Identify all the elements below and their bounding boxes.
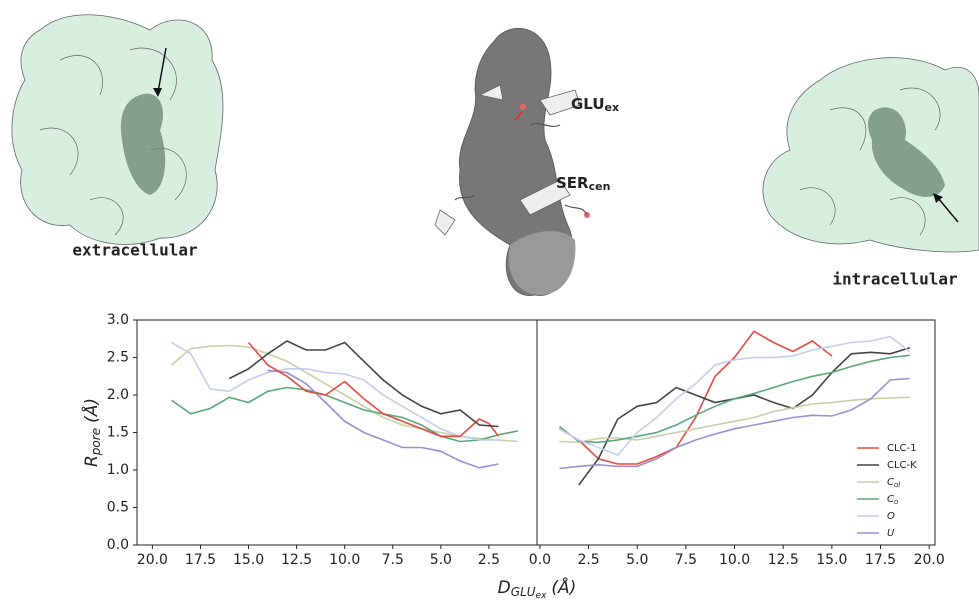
- x-tick-label: 2.5: [478, 552, 500, 568]
- x-tick-label: 2.5: [577, 552, 599, 568]
- label-unit: (Å): [551, 576, 576, 598]
- label-sub: GLU: [511, 585, 536, 599]
- line: [171, 341, 499, 441]
- label-sub: pore: [89, 428, 103, 456]
- y-tick-label: 2.5: [107, 350, 129, 366]
- legend-label: Col: [887, 477, 900, 489]
- panel-label: intracellular: [832, 270, 957, 289]
- line: [171, 344, 518, 443]
- line: [559, 335, 911, 456]
- y-tick-label: 2.0: [107, 387, 129, 403]
- y-tick-label: 1.5: [107, 425, 129, 441]
- residue-subscript: cen: [589, 180, 611, 193]
- residue-label: GLUex: [571, 95, 619, 115]
- legend-subscript: o: [894, 498, 898, 506]
- x-tick-label: 10.0: [329, 552, 360, 568]
- x-tick-label: 5.0: [430, 552, 452, 568]
- legend-label: O: [887, 511, 895, 522]
- legend-subscript: ol: [894, 481, 900, 489]
- line: [559, 396, 910, 444]
- y-tick-label: 1.0: [107, 462, 129, 478]
- x-tick-label: 15.0: [233, 552, 264, 568]
- label-unit: (Å): [80, 398, 102, 423]
- legend-name: O: [887, 511, 895, 522]
- y-axis-label: Rpore (Å): [80, 398, 103, 467]
- protein-extracellular: [11, 14, 224, 245]
- residue-subscript: ex: [605, 101, 620, 114]
- x-tick-label: 20.0: [914, 552, 945, 568]
- label-subsub: ex: [536, 591, 548, 601]
- panel-label: extracellular: [72, 241, 197, 260]
- legend-label: Co: [887, 494, 898, 506]
- line: [171, 386, 518, 443]
- y-tick-label: 0.5: [107, 500, 129, 516]
- x-tick-label: 12.5: [281, 552, 312, 568]
- x-tick-label: 15.0: [816, 552, 847, 568]
- line: [558, 354, 910, 444]
- residue-name: GLU: [571, 95, 605, 113]
- plot-frame: [136, 319, 936, 546]
- line: [267, 369, 499, 469]
- legend-label: U: [887, 528, 895, 539]
- x-tick-label: 0.0: [529, 552, 551, 568]
- x-tick-label: 7.5: [675, 552, 697, 568]
- line: [228, 340, 499, 428]
- legend-name: CLC-K: [887, 460, 917, 471]
- label-main: D: [498, 578, 511, 598]
- legend-name: U: [887, 528, 895, 539]
- residue-name: SER: [556, 174, 589, 192]
- residue-label: SERcen: [556, 174, 610, 194]
- x-tick-label: 10.0: [719, 552, 750, 568]
- pore-structure: [434, 27, 590, 296]
- x-tick-label: 20.0: [137, 552, 168, 568]
- x-tick-label: 7.5: [382, 552, 404, 568]
- x-tick-label: 17.5: [865, 552, 896, 568]
- protein-intracellular: [762, 57, 979, 253]
- line: [559, 330, 833, 465]
- x-tick-label: 5.0: [626, 552, 648, 568]
- x-axis-label: DGLUex (Å): [498, 576, 577, 601]
- x-tick-label: 12.5: [768, 552, 799, 568]
- legend-name: C: [887, 477, 894, 488]
- legend-name: C: [887, 494, 894, 505]
- x-tick-label: 17.5: [185, 552, 216, 568]
- legend-label: CLC-K: [887, 460, 917, 471]
- y-tick-label: 0.0: [107, 537, 129, 553]
- legend-name: CLC-1: [887, 443, 917, 454]
- y-tick-label: 3.0: [107, 312, 129, 328]
- label-main: R: [82, 455, 102, 467]
- legend-label: CLC-1: [887, 443, 917, 454]
- line: [559, 377, 910, 470]
- line: [247, 341, 500, 438]
